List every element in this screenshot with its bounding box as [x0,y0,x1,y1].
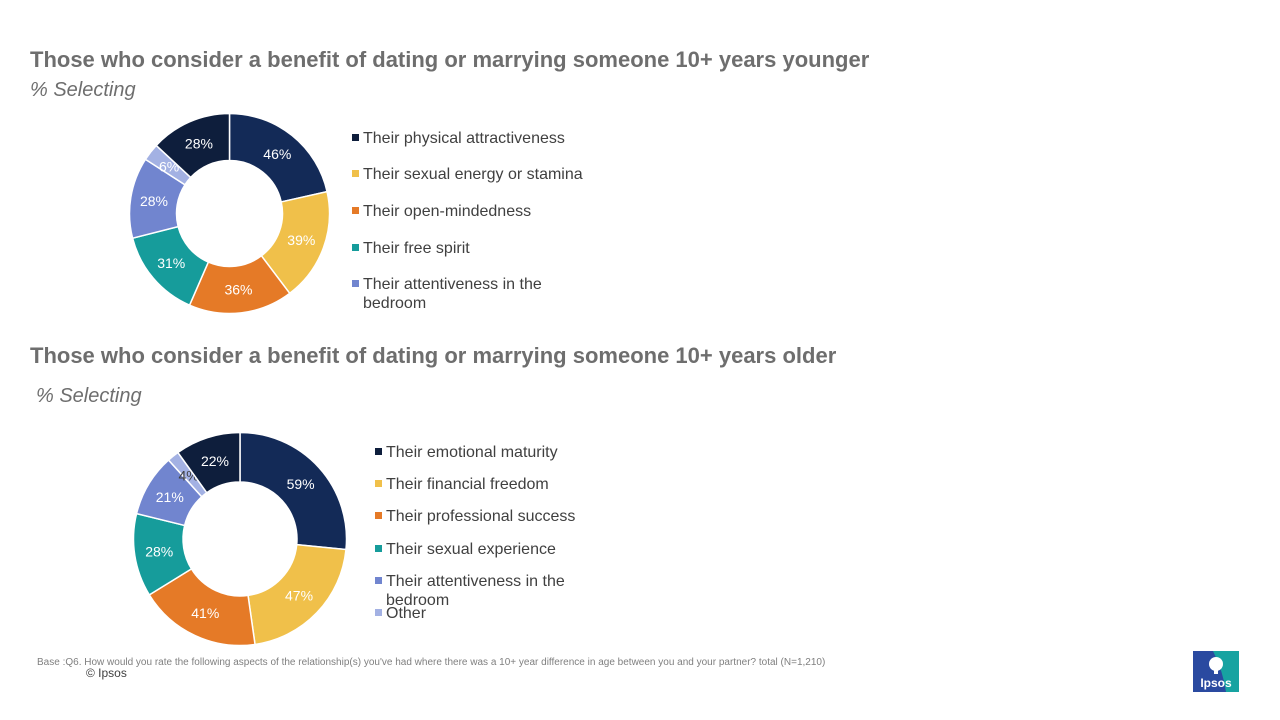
logo-text: Ipsos [1200,676,1232,690]
legend-swatch [375,545,382,552]
slice-data-label: 28% [140,193,168,209]
legend-label: Their free spirit [363,240,470,257]
legend-label: Their open-mindedness [363,203,532,220]
legend-label: Their sexual experience [386,541,556,558]
slice-data-label: 46% [263,146,291,162]
legend-label: Other [386,605,427,622]
legend-swatch [352,244,359,251]
legend-swatch [352,134,359,141]
legend-swatch [375,448,382,455]
legend-swatch [352,207,359,214]
chart-1-subtitle: % Selecting [30,79,136,101]
legend-label: Their sexual energy or stamina [363,166,583,183]
slice-data-label: 59% [287,476,315,492]
legend-swatch [352,280,359,287]
base-footnote: Base :Q6. How would you rate the followi… [37,657,826,668]
donut-slice [239,431,348,551]
slice-data-label: 41% [191,605,219,621]
legend-swatch [352,170,359,177]
slice-data-label: 36% [224,281,252,297]
legend-label: Their professional success [386,508,576,525]
chart-2-subtitle: % Selecting [36,385,142,407]
donut-slice [176,431,241,494]
legend-swatch [375,512,382,519]
copyright-notice: © Ipsos [86,666,127,680]
slice-data-label: 47% [285,588,313,604]
chart-1-title: Those who consider a benefit of dating o… [30,47,870,72]
donut-slice [228,112,328,203]
slice-data-label: 22% [201,453,229,469]
legend-label: Their financial freedom [386,476,549,493]
slice-data-label: 31% [157,255,185,271]
legend-label: Their physical attractiveness [363,130,565,147]
slice-data-label: 39% [287,232,315,248]
ipsos-logo: Ipsos [1193,651,1239,692]
legend-label: Their emotional maturity [386,444,558,461]
legend-swatch [375,480,382,487]
slice-data-label: 28% [145,544,173,560]
chart-2-title: Those who consider a benefit of dating o… [30,343,837,368]
donut-chart-older: 59%47%41%28%21%4%22% [132,431,348,647]
legend-swatch [375,577,382,584]
legend-label: Their attentiveness in the bedroom [363,276,542,312]
donut-chart-younger: 46%39%36%31%28%6%28% [128,112,331,315]
donut-slice [155,112,231,179]
slice-data-label: 28% [185,135,213,151]
slice-data-label: 21% [156,489,184,505]
legend-swatch [375,609,382,616]
legend-label: Their attentiveness in the bedroom [386,573,565,609]
